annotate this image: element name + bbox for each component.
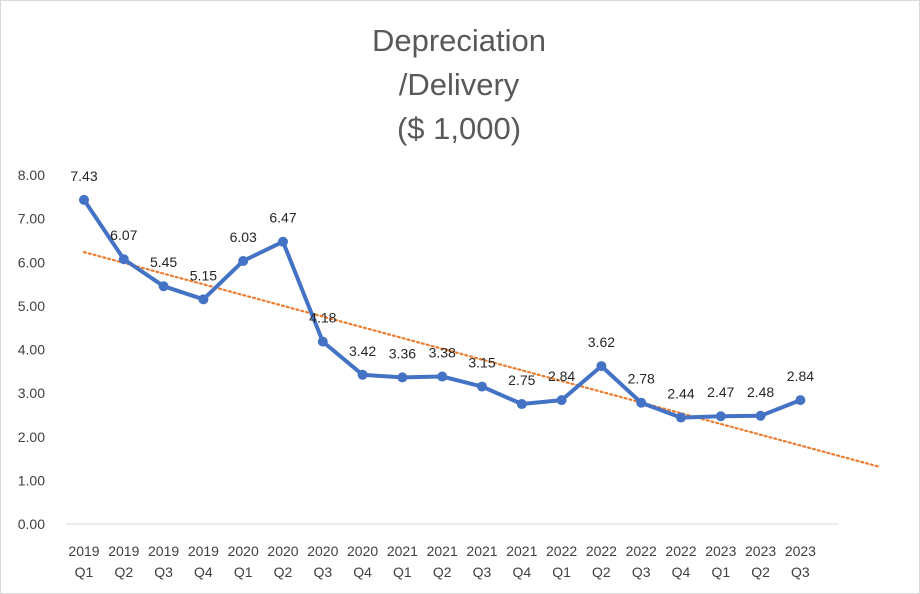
data-label: 2.78: [628, 371, 655, 387]
data-point-marker: [715, 411, 726, 422]
x-tick-label-year: 2022: [546, 543, 577, 559]
y-tick-label: 6.00: [18, 254, 45, 270]
x-tick-label-quarter: Q4: [353, 564, 372, 580]
x-tick-label-quarter: Q1: [234, 564, 253, 580]
data-point-marker: [437, 371, 448, 382]
data-point-marker: [317, 336, 328, 347]
x-tick-label-quarter: Q3: [632, 564, 651, 580]
x-tick-label-year: 2023: [785, 543, 816, 559]
data-label: 3.42: [349, 343, 376, 359]
chart-title: Depreciation /Delivery ($ 1,000): [372, 23, 546, 146]
x-tick-label-year: 2023: [745, 543, 776, 559]
y-tick-label: 7.00: [18, 211, 45, 227]
x-tick-label-quarter: Q2: [433, 564, 452, 580]
data-point-marker: [556, 395, 567, 406]
series-layer: [79, 194, 806, 423]
data-label: 3.38: [429, 345, 456, 361]
x-tick-label-year: 2022: [665, 543, 696, 559]
data-label: 3.15: [468, 355, 495, 371]
data-point-marker: [516, 399, 527, 410]
data-point-marker: [676, 412, 686, 423]
data-point-marker: [596, 361, 607, 372]
x-tick-label-year: 2019: [108, 543, 139, 559]
y-tick-label: 5.00: [18, 298, 45, 314]
data-point-marker: [755, 410, 766, 421]
data-label: 7.43: [70, 168, 97, 184]
x-tick-label-year: 2020: [307, 543, 338, 559]
x-tick-label-quarter: Q2: [114, 564, 133, 580]
data-point-marker: [795, 395, 806, 406]
data-label: 5.45: [150, 254, 177, 270]
data-label-layer: 7.43 6.07 5.45 5.15 6.03 6.47 4.18 3.42 3.36 3.38…: [70, 168, 814, 402]
chart-title-line-1: Depreciation: [372, 23, 546, 58]
data-point-marker: [397, 372, 408, 383]
data-point-marker: [158, 281, 169, 292]
y-tick-label: 0.00: [18, 516, 45, 532]
data-label: 2.84: [548, 368, 575, 384]
x-tick-label-quarter: Q2: [592, 564, 611, 580]
x-tick-label-quarter: Q1: [552, 564, 571, 580]
x-tick-label-year: 2019: [68, 543, 99, 559]
x-tick-label-year: 2020: [347, 543, 378, 559]
x-tick-label-year: 2020: [267, 543, 298, 559]
x-tick-label-quarter: Q3: [473, 564, 492, 580]
x-tick-label-quarter: Q4: [194, 564, 213, 580]
data-label: 6.07: [110, 227, 137, 243]
y-tick-label: 3.00: [18, 385, 45, 401]
x-tick-label-year: 2022: [586, 543, 617, 559]
data-label: 6.47: [269, 210, 296, 226]
x-tick-label-quarter: Q3: [791, 564, 810, 580]
data-point-marker: [79, 194, 89, 205]
x-tick-label-quarter: Q4: [672, 564, 691, 580]
data-point-marker: [198, 294, 209, 305]
data-point-marker: [238, 255, 249, 266]
y-tick-label: 8.00: [18, 167, 45, 183]
data-label: 2.47: [707, 384, 734, 400]
x-axis: 2019 Q1 2019 Q2 2019 Q3 2019 Q4 2020 Q1 2020 Q2 2020…: [66, 523, 839, 580]
y-tick-label: 4.00: [18, 342, 45, 358]
data-point-marker: [278, 236, 288, 247]
x-tick-label-quarter: Q1: [711, 564, 730, 580]
data-label: 2.44: [667, 386, 694, 402]
x-tick-label-year: 2023: [705, 543, 736, 559]
x-tick-label-year: 2021: [466, 543, 497, 559]
data-label: 3.62: [588, 334, 615, 350]
x-tick-label-quarter: Q1: [75, 564, 94, 580]
x-tick-label-year: 2022: [626, 543, 657, 559]
data-label: 6.03: [230, 229, 257, 245]
x-tick-label-quarter: Q4: [512, 564, 531, 580]
x-tick-label-quarter: Q3: [154, 564, 173, 580]
data-label: 2.84: [787, 368, 814, 384]
x-tick-label-quarter: Q1: [393, 564, 412, 580]
data-point-marker: [636, 397, 647, 408]
x-tick-label-year: 2019: [148, 543, 179, 559]
x-tick-label-year: 2020: [228, 543, 259, 559]
y-axis: 0.00 1.00 2.00 3.00 4.00 5.00 6.00 7.00 8.00: [18, 167, 45, 532]
x-tick-label-quarter: Q2: [274, 564, 293, 580]
data-point-marker: [477, 381, 487, 392]
chart-title-line-3: ($ 1,000): [397, 111, 521, 146]
data-point-marker: [357, 369, 368, 380]
x-tick-label-year: 2019: [188, 543, 219, 559]
x-tick-label-year: 2021: [427, 543, 458, 559]
data-label: 2.48: [747, 384, 774, 400]
data-label: 4.18: [309, 310, 336, 326]
data-label: 3.36: [389, 345, 416, 361]
x-tick-label-year: 2021: [506, 543, 537, 559]
x-tick-label-year: 2021: [387, 543, 418, 559]
x-tick-label-quarter: Q3: [313, 564, 332, 580]
y-tick-label: 1.00: [18, 472, 45, 488]
data-label: 2.75: [508, 372, 535, 388]
data-point-marker: [118, 254, 129, 265]
y-tick-label: 2.00: [18, 429, 45, 445]
chart-title-line-2: /Delivery: [399, 67, 520, 102]
x-tick-label-quarter: Q2: [751, 564, 770, 580]
data-label: 5.15: [190, 267, 217, 283]
